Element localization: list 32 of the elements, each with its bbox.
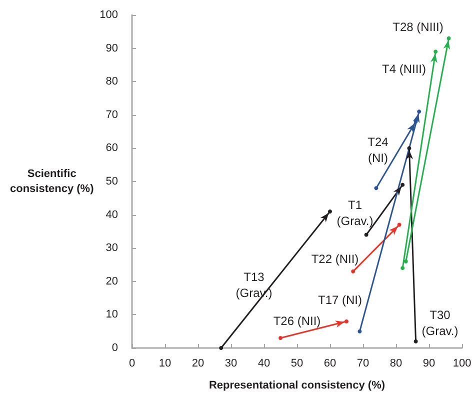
x-tick-label: 50 [290, 358, 304, 370]
x-tick-label: 70 [356, 358, 370, 370]
x-tick-label: 60 [324, 358, 336, 370]
annotation: T28 (NIII) [392, 20, 444, 34]
y-tick-label: 0 [112, 342, 118, 354]
y-axis-title: Scientific consistency (%) [10, 168, 94, 195]
annotation: T1 (Grav.) [336, 198, 374, 228]
x-tick-label: 100 [452, 358, 472, 370]
y-tick-label: 50 [106, 176, 118, 188]
annotation: T30 (Grav.) [422, 308, 458, 338]
y-tick-label: 90 [106, 42, 118, 54]
annotation: T17 (NI) [318, 293, 362, 307]
x-axis-title: Representational consistency (%) [208, 380, 386, 392]
annotation: T4 (NIII) [382, 62, 426, 76]
annotation: T24 (NI) [368, 135, 389, 165]
annotation: T22 (NII) [311, 252, 359, 266]
x-tick-label: 80 [390, 358, 402, 370]
annotation: T26 (NII) [273, 314, 321, 328]
x-tick-label: 10 [158, 358, 172, 370]
y-tick-label: 100 [100, 9, 118, 21]
x-tick-label: 90 [422, 358, 436, 370]
y-tick-label: 20 [106, 275, 118, 288]
x-tick-label: 30 [224, 358, 238, 370]
y-tick-label: 30 [106, 242, 118, 254]
x-tick-label: 40 [258, 358, 270, 370]
y-tick-label: 60 [106, 142, 118, 154]
x-tick-label: 20 [192, 358, 204, 370]
x-tick-label: 0 [128, 358, 136, 370]
y-tick-label: 70 [106, 108, 118, 121]
y-tick-label: 10 [106, 308, 118, 321]
y-tick-label: 80 [106, 76, 118, 88]
y-tick-label: 40 [106, 208, 118, 221]
